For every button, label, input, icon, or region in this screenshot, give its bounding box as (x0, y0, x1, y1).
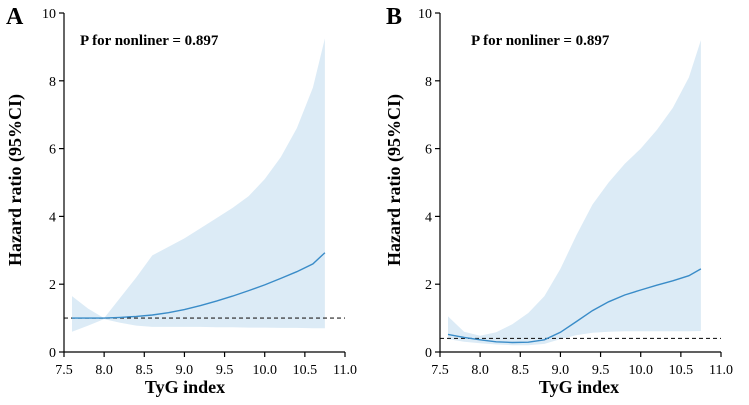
x-tick-label: 11.0 (333, 363, 357, 378)
y-tick-label: 0 (425, 346, 432, 361)
y-tick-label: 8 (49, 75, 56, 90)
panel-a: A P for nonliner = 0.897 TyG index Hazar… (5, 4, 357, 397)
plot-area: 7.5 8.0 8.5 9.0 9.5 10.0 10.5 11.0 0 2 4 6 8 10 (418, 7, 733, 378)
x-tick-label: 8.5 (512, 363, 530, 378)
hazard-ratio-curve (447, 268, 702, 344)
panel-letter: A (6, 4, 24, 30)
x-axis-label: TyG index (539, 377, 619, 397)
x-tick-label: 9.0 (552, 363, 570, 378)
x-tick-label: 7.5 (431, 363, 449, 378)
y-tick-label: 2 (49, 278, 56, 293)
x-tick-label: 9.5 (592, 363, 610, 378)
panel-b: B P for nonliner = 0.897 TyG index Hazar… (384, 4, 733, 397)
x-tick-label: 10.5 (293, 363, 318, 378)
x-tick-label: 9.0 (176, 363, 194, 378)
confidence-band (72, 38, 325, 332)
y-tick-label: 10 (418, 7, 432, 22)
x-tick-label: 7.5 (55, 363, 73, 378)
p-value-annotation: P for nonliner = 0.897 (471, 33, 610, 49)
x-tick-label: 10.0 (628, 363, 653, 378)
y-tick-label: 6 (49, 143, 56, 158)
confidence-band (448, 40, 701, 346)
x-tick-label: 10.0 (252, 363, 277, 378)
y-tick-label: 10 (42, 7, 56, 22)
p-value-annotation: P for nonliner = 0.897 (80, 33, 219, 49)
y-tick-label: 6 (425, 143, 432, 158)
plot-area: 7.5 8.0 8.5 9.0 9.5 10.0 10.5 11.0 0 2 4 6 8 10 (42, 7, 357, 378)
x-tick-label: 10.5 (669, 363, 694, 378)
y-axis-label: Hazard ratio (95%CI) (384, 94, 405, 266)
x-tick-label: 8.0 (95, 363, 113, 378)
x-axis-label: TyG index (145, 377, 225, 397)
x-tick-label: 8.5 (136, 363, 154, 378)
y-axis-label: Hazard ratio (95%CI) (5, 94, 26, 266)
y-tick-label: 0 (49, 346, 56, 361)
y-tick-label: 4 (49, 210, 56, 225)
y-tick-label: 2 (425, 278, 432, 293)
y-tick-label: 4 (425, 210, 432, 225)
x-tick-label: 8.0 (471, 363, 489, 378)
x-tick-label: 11.0 (709, 363, 733, 378)
panel-letter: B (386, 4, 402, 30)
hazard-ratio-curve (72, 252, 326, 319)
y-tick-label: 8 (425, 75, 432, 90)
x-tick-label: 9.5 (216, 363, 234, 378)
